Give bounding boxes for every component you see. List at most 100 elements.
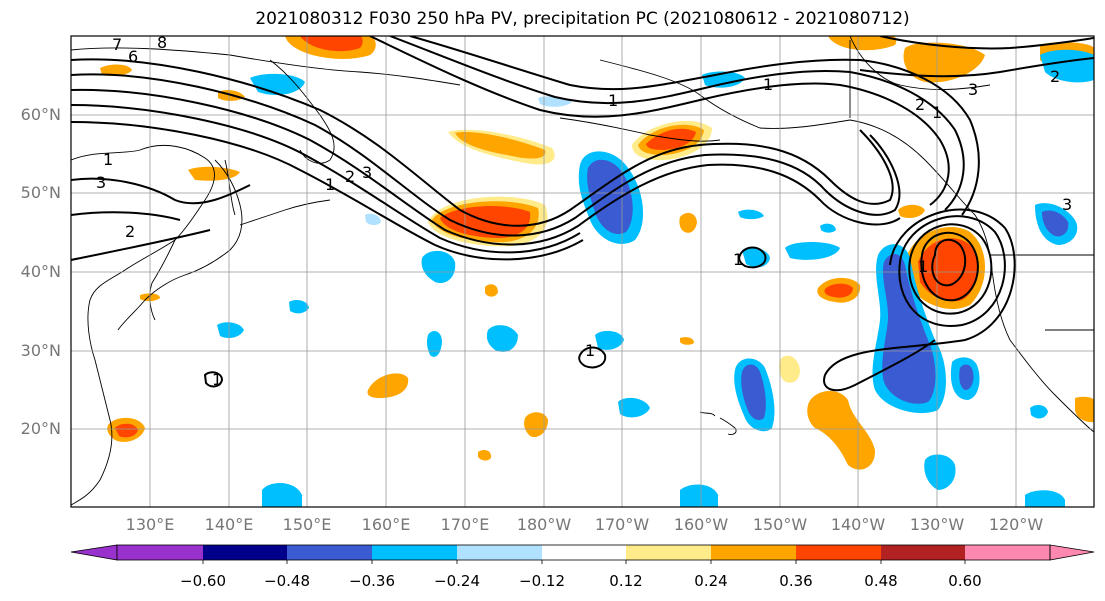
map-plot-area: 1 2 3 1 2 3 6 7 8 1 2 3 1 1 1 1 1 2 3 1 (71, 33, 1094, 507)
precip-negative-area (741, 364, 766, 420)
lon-label: 140°E (204, 515, 254, 534)
coastline-korea (149, 239, 176, 321)
coastline-siberia (71, 47, 461, 86)
contour-label: 1 (585, 341, 595, 360)
pv-contour-line (71, 177, 251, 205)
colorbar-tick-label: 0.60 (948, 572, 982, 590)
colorbar-tick-label: −0.24 (434, 572, 480, 590)
pv-contour-line (71, 88, 901, 246)
precip-positive-area (115, 423, 138, 438)
lon-label: 130°E (125, 515, 175, 534)
contour-label: 8 (157, 33, 167, 52)
pv-contour-line (203, 371, 224, 388)
lon-label: 170°E (440, 515, 490, 534)
precip-negative-area (217, 322, 244, 338)
precip-positive-area (455, 132, 546, 159)
colorbar-frame (116, 544, 1051, 561)
colorbar (70, 544, 1095, 564)
colorbar-tick-label: 0.36 (779, 572, 813, 590)
pv-contour-line (389, 36, 965, 211)
pv-contour-line (823, 208, 1016, 392)
lat-label: 40°N (20, 262, 61, 281)
colorbar-segment (711, 545, 796, 560)
precip-negative-area (365, 213, 381, 225)
precip-negative-area (587, 159, 633, 235)
precip-negative-area (486, 325, 518, 352)
colorbar-extend-left (70, 544, 118, 561)
precip-positive-area (440, 206, 531, 238)
lon-label: 120°W (988, 515, 1044, 534)
precip-positive-area (485, 284, 498, 297)
precip-negative-area (820, 223, 836, 233)
contour-label: 1 (608, 91, 618, 110)
precip-positive-area (918, 238, 978, 302)
coastline-kuriles (239, 199, 331, 226)
colorbar-tick-label: 0.24 (694, 572, 728, 590)
lon-label: 140°W (830, 515, 886, 534)
coastline-sakhalin (224, 159, 236, 216)
colorbar-segment (117, 545, 203, 560)
coastline-alaska (599, 59, 976, 216)
precip-positive-area (903, 42, 985, 83)
precip-positive-area (679, 212, 697, 233)
precip-positive-area (367, 373, 409, 398)
precip-positive-area (779, 355, 800, 383)
pv-contour-line (931, 238, 967, 287)
colorbar-segment (457, 545, 542, 560)
contour-label: 2 (1050, 67, 1060, 86)
pv-contour-line (71, 104, 581, 254)
contour-label: 3 (1062, 195, 1072, 214)
pv-contour-line (71, 229, 211, 261)
precip-positive-area (1075, 396, 1094, 423)
precip-positive-area (680, 337, 694, 345)
precip-negative-area (959, 364, 974, 390)
pv-contour-line (71, 58, 894, 227)
colorbar-segment (965, 545, 1050, 560)
contour-label: 3 (968, 80, 978, 99)
precip-negative-area (1025, 490, 1065, 507)
contour-label: 6 (128, 47, 138, 66)
lon-label: 160°E (361, 515, 411, 534)
contour-label: 1 (918, 257, 928, 276)
contour-label: 1 (325, 175, 335, 194)
precip-negative-area (421, 250, 456, 284)
precip-negative-area (882, 254, 936, 404)
precip-negative-area (262, 483, 302, 507)
lat-label: 50°N (20, 183, 61, 202)
lat-label: 30°N (20, 341, 61, 360)
colorbar-segment (796, 545, 881, 560)
colorbar-extend-right (1049, 544, 1095, 561)
colorbar-segment (372, 545, 457, 560)
precip-negative-area (924, 454, 956, 490)
contour-label: 1 (733, 250, 743, 269)
pv-contour-line (369, 36, 950, 206)
precip-negative-area (1042, 210, 1069, 237)
contour-label: 7 (112, 35, 122, 54)
colorbar-segment (542, 545, 626, 560)
pv-contour-line (409, 36, 980, 216)
colorbar-tick-label: −0.12 (519, 572, 565, 590)
coastline-east-asia (71, 144, 215, 506)
colorbar-tick-label: 0.48 (864, 572, 898, 590)
pv-contour-line (920, 232, 979, 302)
contour-label: 2 (915, 95, 925, 114)
precip-negative-area (618, 397, 650, 418)
map-title: 2021080312 F030 250 hPa PV, precipitatio… (255, 9, 910, 29)
precip-negative-area (738, 209, 764, 220)
precip-positive-area (478, 450, 492, 461)
colorbar-segment (203, 545, 287, 560)
contour-label: 1 (103, 150, 113, 169)
colorbar-tick-label: −0.60 (180, 572, 226, 590)
lon-label: 180°W (516, 515, 572, 534)
contour-label: 3 (362, 163, 372, 182)
colorbar-tick-label: 0.12 (609, 572, 643, 590)
precip-negative-area (1030, 404, 1048, 419)
lat-label: 60°N (20, 105, 61, 124)
precip-positive-area (828, 36, 897, 51)
pv-contour-line (898, 215, 1006, 327)
pv-contour-line (578, 346, 607, 369)
contour-label: 1 (212, 370, 222, 389)
map-gridlines (71, 36, 1094, 507)
lon-label: 170°W (594, 515, 650, 534)
